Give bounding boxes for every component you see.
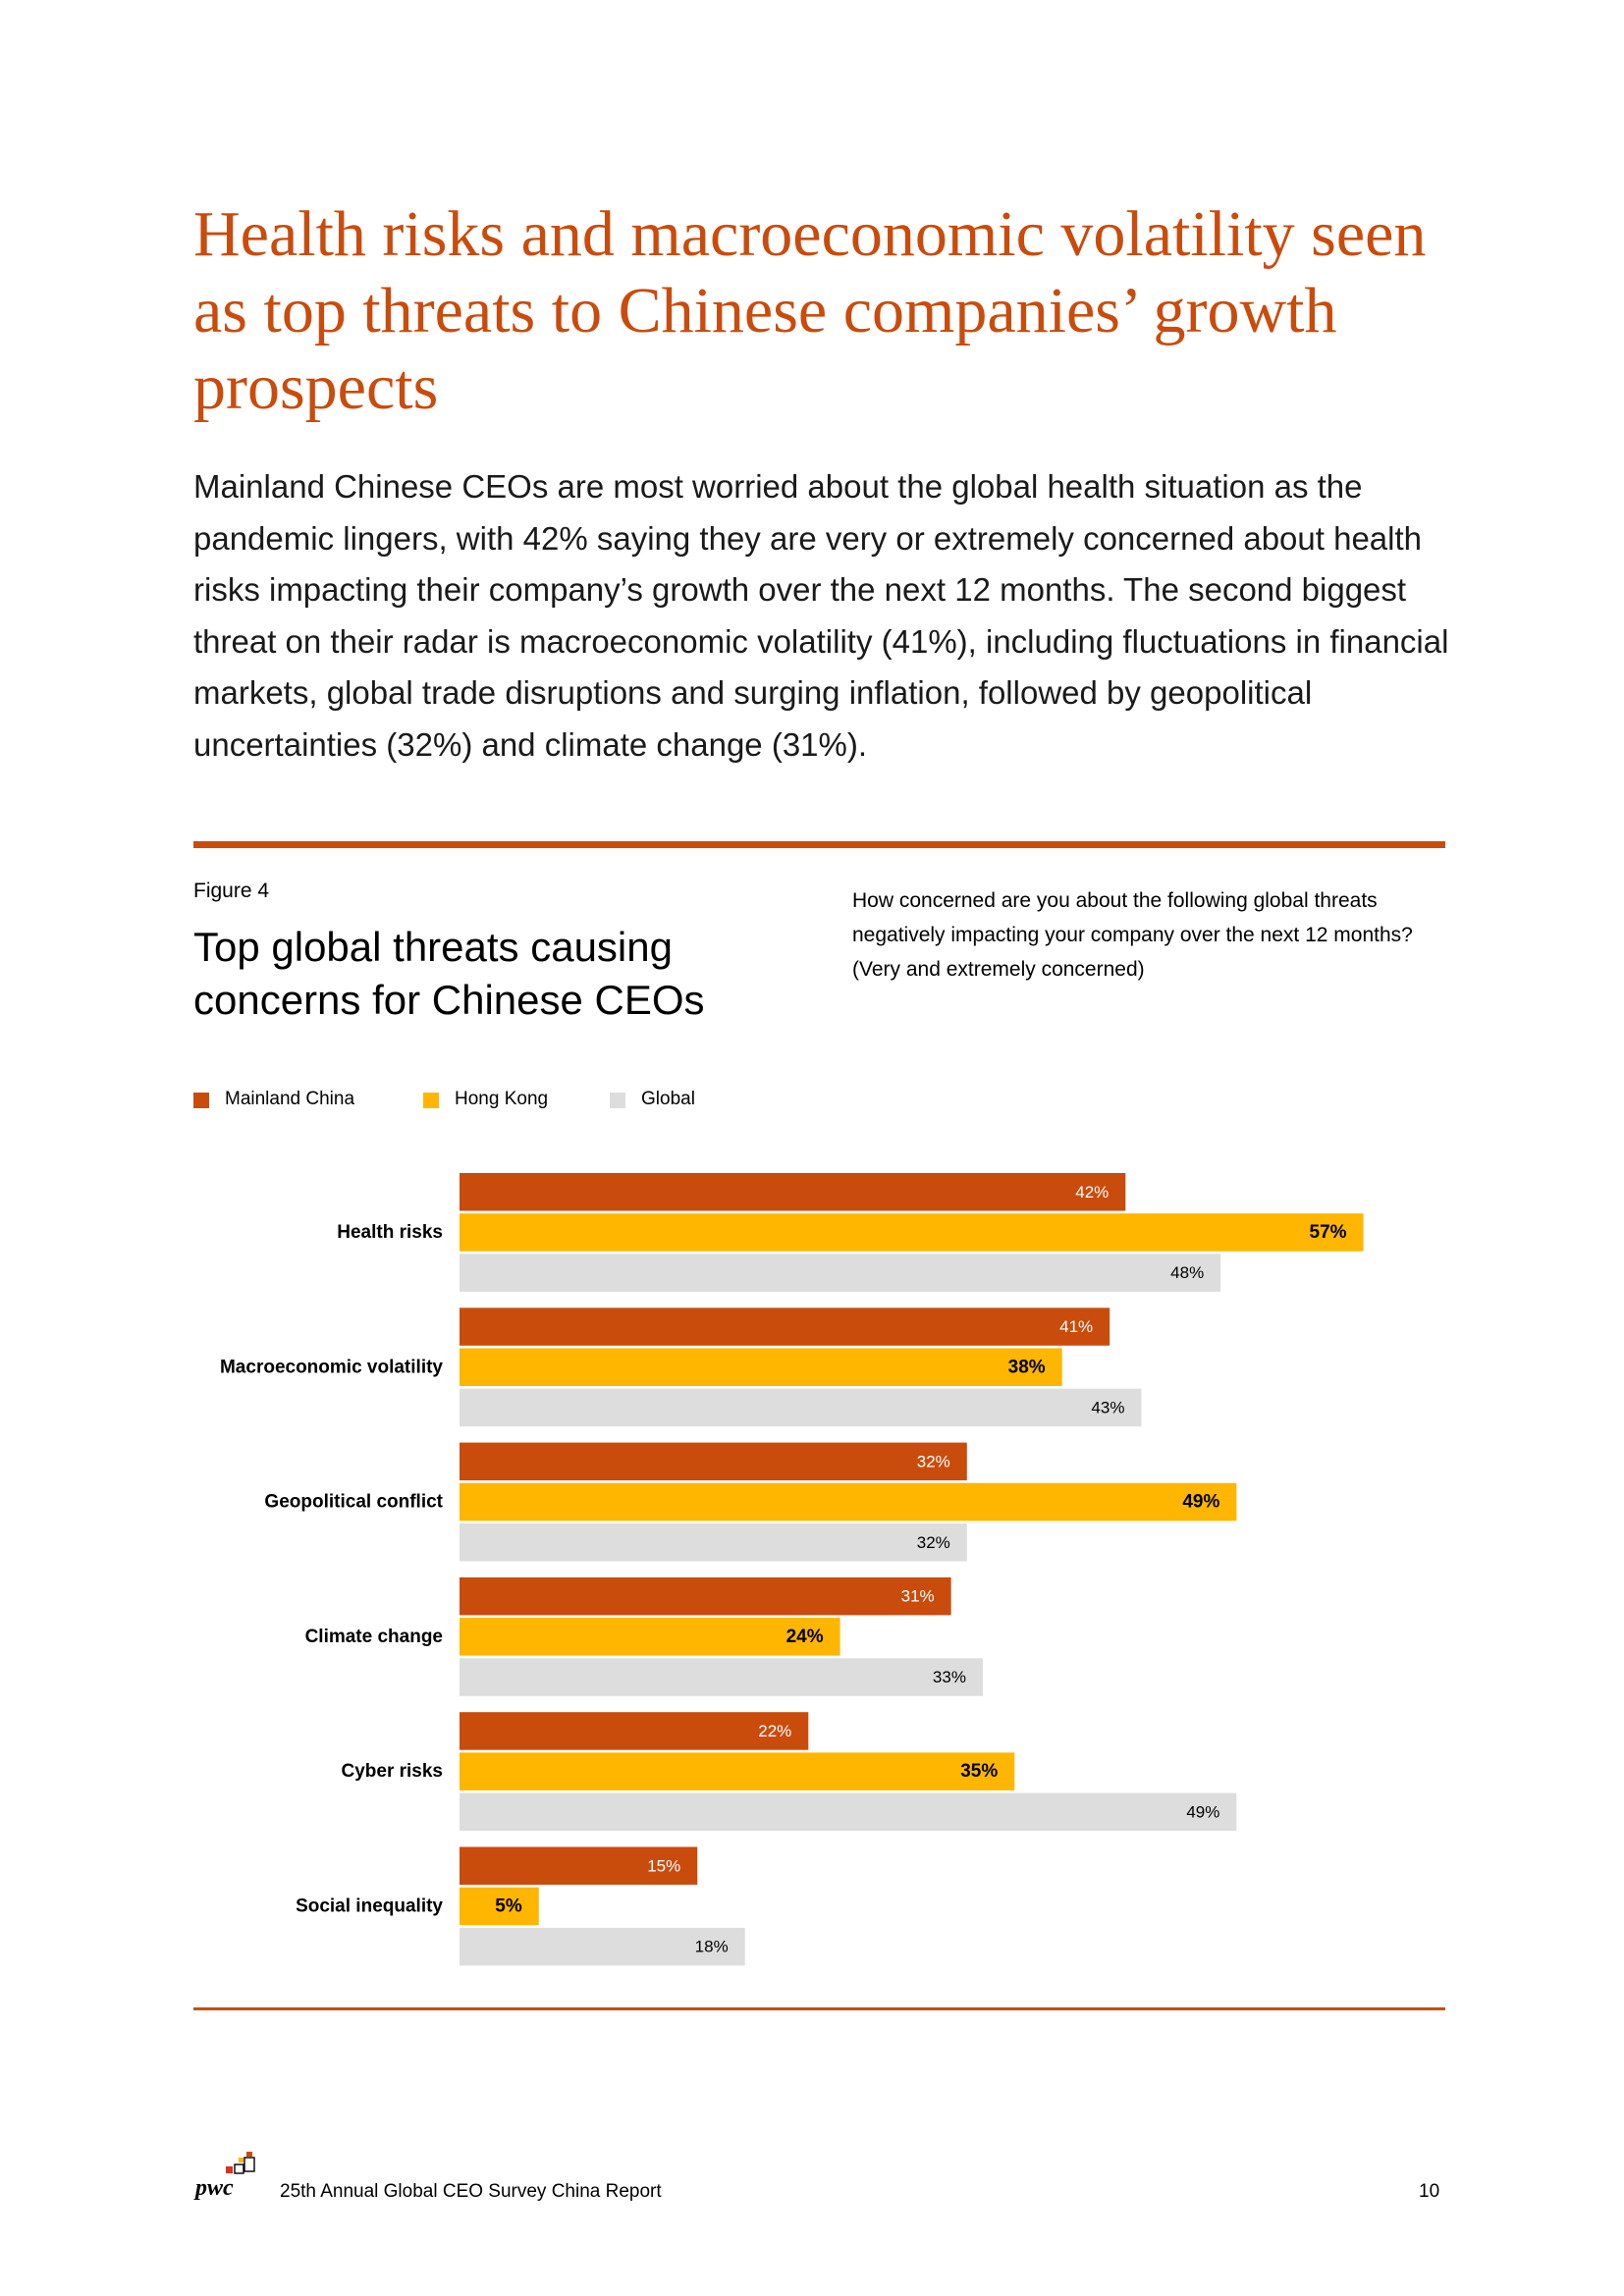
legend-label-hong-kong: Hong Kong <box>455 1089 549 1109</box>
bottom-divider <box>193 2007 1445 2010</box>
survey-question: How concerned are you about the followin… <box>852 889 1413 981</box>
pwc-logo-text: pwc <box>193 2175 234 2201</box>
figure-title: Top global threats causing concerns for … <box>193 924 705 1023</box>
category-label-cyber-risks: Cyber risks <box>341 1761 443 1782</box>
pwc-logo-icon: pwc <box>193 2152 255 2201</box>
value-label-hong-kong-macroeconomic-volatility: 38% <box>1008 1357 1046 1377</box>
value-label-mainland-china-health-risks: 42% <box>1075 1183 1109 1201</box>
value-label-mainland-china-cyber-risks: 22% <box>758 1722 791 1740</box>
value-label-hong-kong-social-inequality: 5% <box>495 1896 522 1916</box>
value-label-global-social-inequality: 18% <box>695 1938 729 1956</box>
value-label-mainland-china-social-inequality: 15% <box>647 1856 680 1875</box>
top-divider <box>193 841 1445 848</box>
bar-hong-kong-health-risks <box>460 1213 1364 1252</box>
page-number: 10 <box>1419 2181 1440 2202</box>
value-label-mainland-china-macroeconomic-volatility: 41% <box>1059 1317 1093 1336</box>
legend-swatch-mainland-china <box>193 1093 209 1108</box>
pwc-logo: pwc <box>193 2150 262 2206</box>
bar-global-cyber-risks <box>460 1792 1237 1832</box>
category-label-social-inequality: Social inequality <box>296 1896 443 1916</box>
bar-mainland-china-social-inequality <box>460 1846 698 1885</box>
legend-label-global: Global <box>641 1089 695 1109</box>
legend-swatch-hong-kong <box>423 1093 439 1108</box>
footer-report-title: 25th Annual Global CEO Survey China Repo… <box>280 2181 662 2202</box>
value-label-mainland-china-climate-change: 31% <box>901 1587 935 1606</box>
category-label-climate-change: Climate change <box>305 1627 443 1647</box>
legend-label-mainland-china: Mainland China <box>225 1089 355 1109</box>
figure-label: Figure 4 <box>193 880 270 902</box>
value-label-global-cyber-risks: 49% <box>1186 1802 1219 1821</box>
bar-global-climate-change <box>460 1658 983 1696</box>
intro-paragraph: Mainland Chinese CEOs are most worried a… <box>193 468 1449 763</box>
bar-mainland-china-climate-change <box>460 1576 951 1616</box>
bar-hong-kong-geopolitical-conflict <box>460 1482 1237 1522</box>
category-label-geopolitical-conflict: Geopolitical conflict <box>264 1492 443 1513</box>
bar-global-geopolitical-conflict <box>460 1523 967 1562</box>
value-label-hong-kong-geopolitical-conflict: 49% <box>1182 1492 1219 1513</box>
bar-global-health-risks <box>460 1254 1221 1292</box>
bar-hong-kong-climate-change <box>460 1618 840 1656</box>
value-label-hong-kong-health-risks: 57% <box>1310 1222 1347 1243</box>
bar-hong-kong-social-inequality <box>460 1887 539 1926</box>
value-label-global-geopolitical-conflict: 32% <box>917 1533 950 1552</box>
bar-mainland-china-cyber-risks <box>460 1712 809 1750</box>
bar-global-social-inequality <box>460 1927 745 1966</box>
bar-mainland-china-macroeconomic-volatility <box>460 1308 1110 1346</box>
bar-mainland-china-health-risks <box>460 1173 1126 1211</box>
value-label-global-health-risks: 48% <box>1170 1263 1204 1282</box>
category-label-health-risks: Health risks <box>337 1222 443 1243</box>
bar-mainland-china-geopolitical-conflict <box>460 1442 967 1481</box>
value-label-global-climate-change: 33% <box>933 1668 966 1686</box>
category-label-macroeconomic-volatility: Macroeconomic volatility <box>220 1357 443 1377</box>
page-title: Health risks and macroeconomic volatilit… <box>193 198 1427 423</box>
bar-hong-kong-macroeconomic-volatility <box>460 1348 1062 1386</box>
value-label-hong-kong-cyber-risks: 35% <box>960 1761 998 1782</box>
value-label-hong-kong-climate-change: 24% <box>786 1627 824 1647</box>
bar-global-macroeconomic-volatility <box>460 1388 1142 1427</box>
bar-hong-kong-cyber-risks <box>460 1752 1015 1790</box>
value-label-mainland-china-geopolitical-conflict: 32% <box>917 1452 950 1470</box>
legend-swatch-global <box>610 1093 625 1108</box>
value-label-global-macroeconomic-volatility: 43% <box>1091 1398 1124 1416</box>
